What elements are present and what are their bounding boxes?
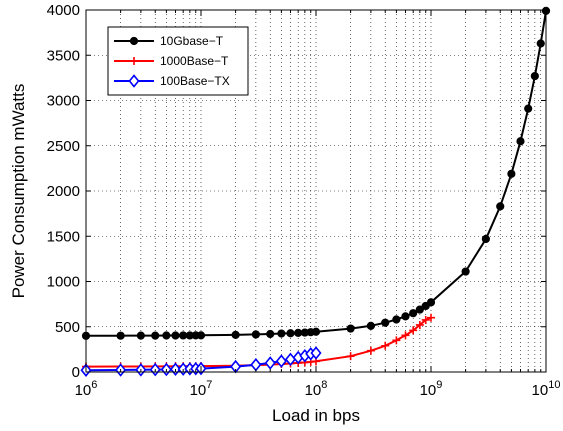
data-point-circle	[415, 305, 424, 314]
x-tick-label: 108	[305, 379, 328, 399]
data-point-circle	[530, 71, 539, 81]
x-tick-label-base: 10	[420, 382, 437, 399]
legend-label: 10Gbase−T	[160, 34, 224, 48]
y-tick-label: 1500	[47, 228, 80, 245]
y-axis-label: Power Consumption mWatts	[9, 84, 28, 299]
data-point-circle	[116, 331, 125, 340]
data-point-circle	[536, 39, 545, 48]
y-tick-label: 3500	[47, 47, 80, 64]
data-point-circle	[381, 318, 390, 327]
data-point-circle	[231, 330, 240, 339]
legend-label: 1000Base−T	[160, 54, 229, 68]
data-point-circle	[129, 36, 139, 46]
data-point-plus	[392, 336, 401, 345]
y-tick-label: 3000	[47, 93, 80, 110]
data-point-circle	[294, 328, 303, 338]
y-tick-label: 500	[55, 319, 80, 336]
x-tick-label-exponent: 8	[321, 379, 327, 391]
data-point-plus	[381, 341, 390, 350]
data-point-plus	[415, 320, 424, 329]
x-tick-label-exponent: 7	[206, 379, 212, 391]
data-point-circle	[524, 104, 533, 113]
data-point-circle	[346, 324, 355, 333]
data-point-circle	[426, 298, 436, 307]
legend-label: 100Base−TX	[160, 74, 230, 88]
x-tick-label: 106	[75, 379, 98, 399]
data-point-circle	[366, 321, 375, 330]
legend-entry: 1000Base−T	[114, 54, 229, 68]
data-point-plus	[346, 352, 355, 361]
data-point-circle	[401, 312, 410, 321]
data-point-circle	[162, 331, 171, 340]
x-tick-label-exponent: 6	[91, 379, 97, 391]
x-tick-label-exponent: 9	[436, 379, 442, 391]
data-point-plus	[427, 313, 435, 322]
data-point-circle	[196, 331, 206, 340]
data-point-circle	[496, 202, 505, 211]
data-point-circle	[277, 329, 286, 338]
data-point-plus	[130, 57, 138, 65]
data-point-circle	[481, 234, 490, 244]
data-point-circle	[251, 330, 260, 339]
x-tick-label-base: 10	[305, 382, 322, 399]
y-tick-label: 2500	[47, 138, 80, 155]
data-point-circle	[136, 331, 145, 340]
data-point-diamond	[250, 357, 262, 372]
data-point-circle	[516, 137, 525, 146]
data-point-circle	[507, 169, 516, 178]
data-point-plus	[409, 326, 418, 335]
data-point-circle	[179, 331, 188, 340]
data-point-diamond	[128, 74, 140, 88]
data-point-circle	[286, 329, 295, 338]
data-point-circle	[409, 309, 418, 318]
y-tick-label: 1000	[47, 274, 80, 291]
data-point-plus	[421, 315, 430, 324]
series-0	[81, 6, 551, 340]
legend-entry: 10Gbase−T	[114, 34, 224, 48]
y-tick-label: 4000	[47, 2, 80, 19]
data-point-circle	[392, 315, 401, 324]
data-point-plus	[366, 346, 375, 355]
grid-lines	[86, 10, 546, 372]
y-tick-label: 0	[72, 364, 80, 381]
x-tick-label: 109	[420, 379, 443, 399]
data-point-circle	[266, 329, 275, 339]
y-tick-label: 2000	[47, 183, 80, 200]
x-tick-label: 107	[190, 379, 213, 399]
data-point-diamond	[310, 346, 322, 360]
x-axis-label: Load in bps	[272, 406, 360, 425]
data-point-circle	[461, 267, 470, 276]
data-point-circle	[171, 331, 180, 340]
x-tick-label-exponent: 10	[548, 379, 560, 391]
data-point-circle	[151, 331, 160, 340]
legend: 10Gbase−T 1000Base−T 100Base−TX	[107, 26, 249, 96]
data-point-circle	[311, 327, 321, 336]
data-point-diamond	[264, 356, 276, 370]
x-tick-label-base: 10	[75, 382, 92, 399]
data-point-diamond	[275, 354, 287, 368]
x-tick-label: 1010	[532, 379, 561, 399]
series-line	[85, 316, 432, 368]
x-tick-label-base: 10	[190, 382, 207, 399]
x-tick-label-base: 10	[532, 382, 549, 399]
data-point-plus	[401, 331, 410, 340]
legend-entry: 100Base−TX	[114, 74, 230, 88]
